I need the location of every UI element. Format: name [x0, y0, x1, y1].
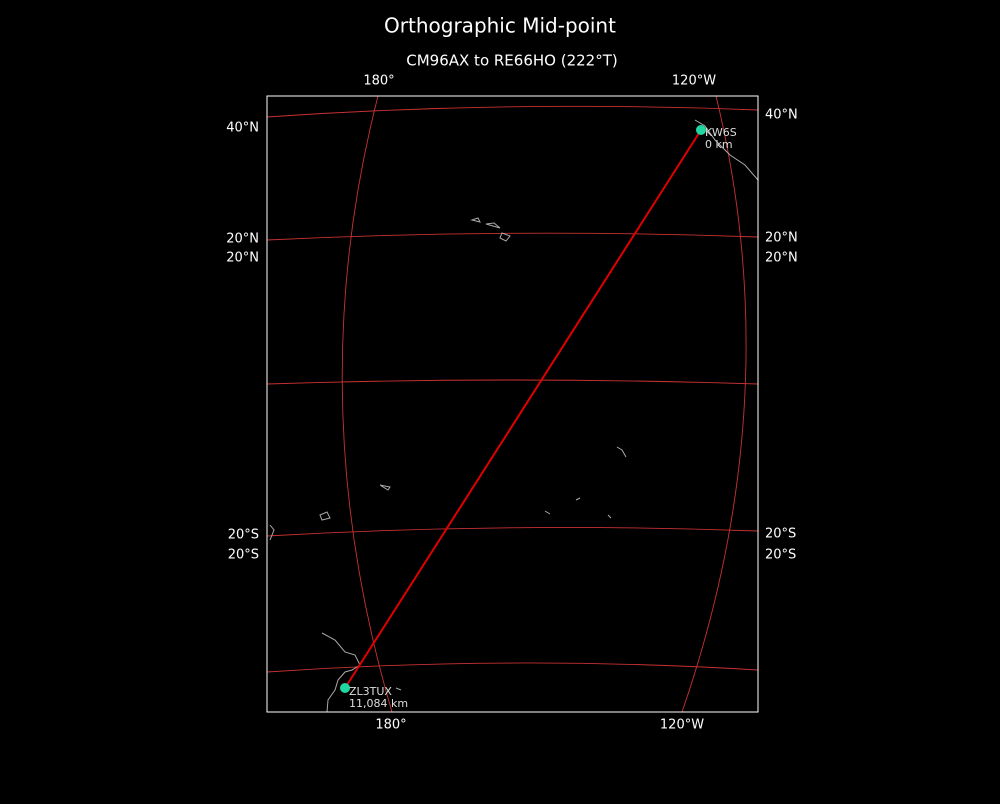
great-circle-path	[344, 129, 702, 689]
meridian	[681, 96, 747, 712]
station-distance: 0 km	[705, 138, 733, 151]
left-label: 20°N	[226, 232, 259, 247]
station-distance: 11,084 km	[349, 697, 408, 710]
coastline	[269, 119, 758, 712]
right-label: 40°N	[765, 108, 798, 123]
left-label: 20°S	[228, 548, 259, 563]
bottom-label: 180°	[375, 718, 406, 733]
top-label: 120°W	[672, 74, 716, 89]
parallel	[267, 662, 758, 673]
parallel	[267, 232, 758, 241]
parallel	[267, 527, 758, 537]
subtitle: CM96AX to RE66HO (222°T)	[406, 52, 617, 70]
bottom-label: 120°W	[660, 718, 704, 733]
station-call: ZL3TUX	[349, 685, 392, 698]
left-label: 20°S	[228, 528, 259, 543]
parallel	[267, 379, 758, 385]
left-label: 20°N	[226, 251, 259, 266]
station-marker	[696, 125, 706, 135]
right-label: 20°S	[765, 548, 796, 563]
right-label: 20°N	[765, 231, 798, 246]
top-label: 180°	[363, 74, 394, 89]
map-body	[267, 96, 758, 712]
map-frame	[266, 95, 759, 713]
meridian	[341, 96, 393, 712]
right-label: 20°N	[765, 251, 798, 266]
title: Orthographic Mid-point	[384, 14, 616, 38]
left-label: 40°N	[226, 121, 259, 136]
station-marker	[340, 683, 350, 693]
station-call: KW6S	[705, 126, 737, 139]
right-label: 20°S	[765, 527, 796, 542]
parallel	[267, 105, 758, 118]
